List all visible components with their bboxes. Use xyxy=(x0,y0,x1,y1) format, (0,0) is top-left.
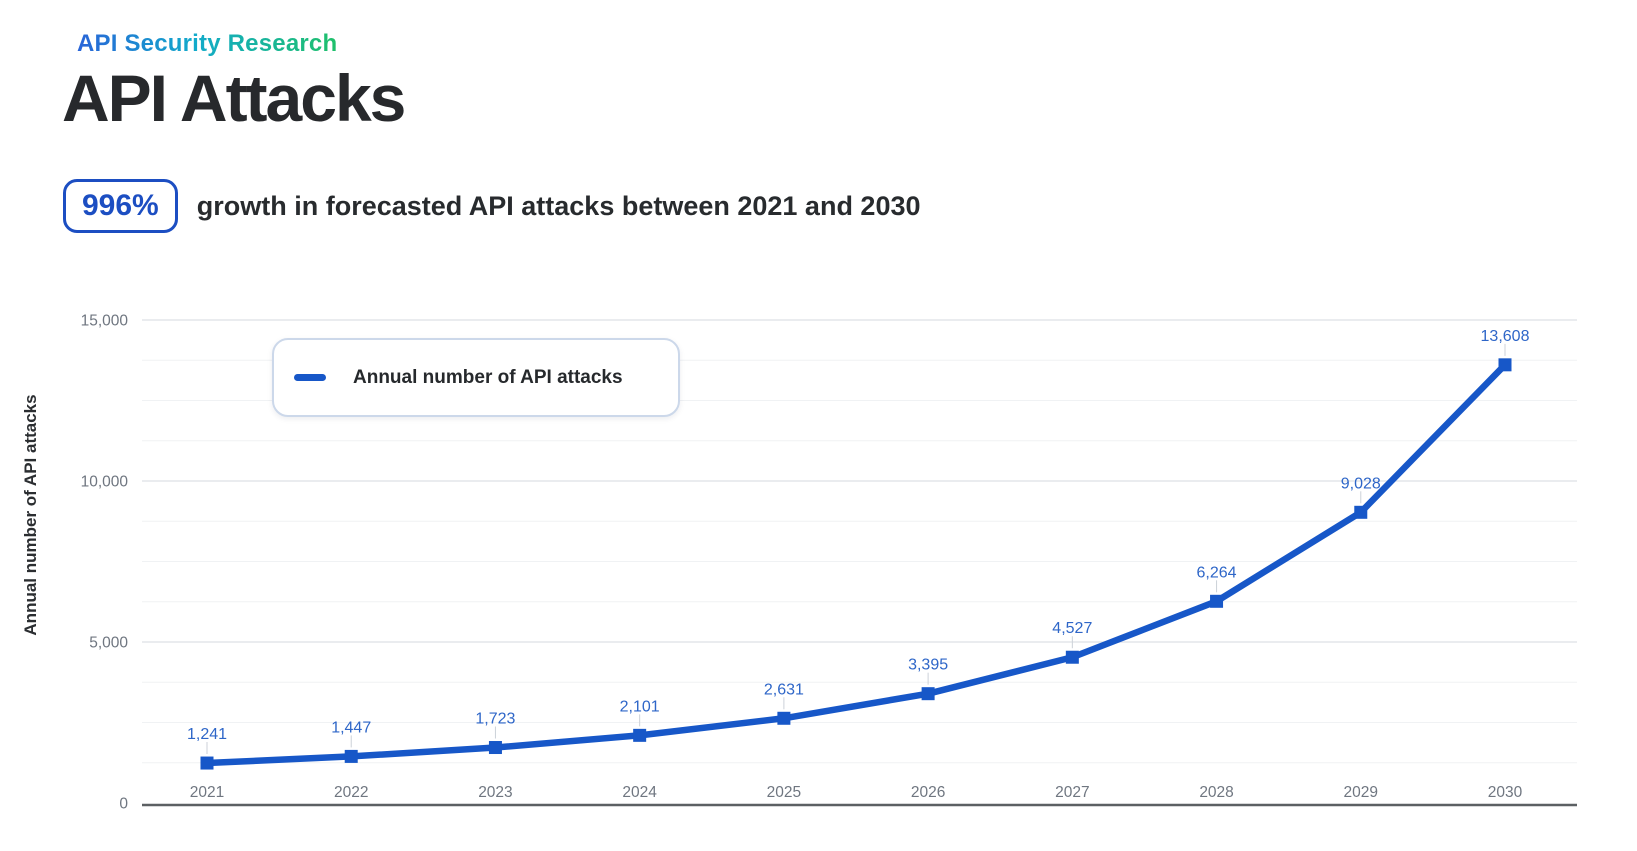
x-tick-label: 2021 xyxy=(190,784,224,801)
x-tick-label: 2027 xyxy=(1055,784,1089,801)
data-label: 1,723 xyxy=(475,711,515,728)
y-tick-label: 10,000 xyxy=(81,474,129,491)
data-point-marker xyxy=(344,749,358,763)
x-tick-label: 2025 xyxy=(767,784,801,801)
data-point-marker xyxy=(1065,650,1079,664)
x-tick-label: 2026 xyxy=(911,784,945,801)
stat-row: 996% growth in forecasted API attacks be… xyxy=(63,176,921,236)
data-point-marker xyxy=(921,687,935,701)
legend-line-swatch-icon xyxy=(294,374,326,381)
data-label: 9,028 xyxy=(1341,475,1381,492)
x-tick-label: 2022 xyxy=(334,784,368,801)
data-label: 6,264 xyxy=(1197,564,1237,581)
data-point-marker xyxy=(200,756,214,770)
y-tick-label: 5,000 xyxy=(89,635,128,652)
data-point-marker xyxy=(1354,505,1368,519)
stat-text: growth in forecasted API attacks between… xyxy=(196,190,921,221)
kicker: API Security Research xyxy=(77,30,338,57)
data-point-marker xyxy=(1498,358,1512,372)
legend-label: Annual number of API attacks xyxy=(353,366,623,388)
data-label: 13,608 xyxy=(1481,328,1530,345)
data-label: 2,631 xyxy=(764,681,804,698)
data-point-marker xyxy=(1210,594,1224,608)
data-point-marker xyxy=(777,711,791,725)
y-tick-label: 0 xyxy=(119,796,128,813)
data-label: 2,101 xyxy=(620,698,660,715)
x-tick-label: 2024 xyxy=(622,784,657,801)
data-label: 3,395 xyxy=(908,657,948,674)
series-line xyxy=(203,361,1509,767)
data-point-marker xyxy=(488,741,502,755)
y-tick-label: 15,000 xyxy=(81,313,129,330)
x-tick-label: 2030 xyxy=(1488,784,1523,801)
x-tick-label: 2028 xyxy=(1199,784,1233,801)
data-label: 1,447 xyxy=(331,719,371,736)
page-title: API Attacks xyxy=(62,61,406,135)
data-label: 4,527 xyxy=(1052,620,1092,637)
stat-badge: 996% xyxy=(63,179,178,233)
data-label: 1,241 xyxy=(187,726,227,743)
data-point-marker xyxy=(633,728,647,742)
x-tick-label: 2023 xyxy=(478,784,512,801)
legend: Annual number of API attacks xyxy=(272,338,680,417)
x-tick-label: 2029 xyxy=(1344,784,1378,801)
